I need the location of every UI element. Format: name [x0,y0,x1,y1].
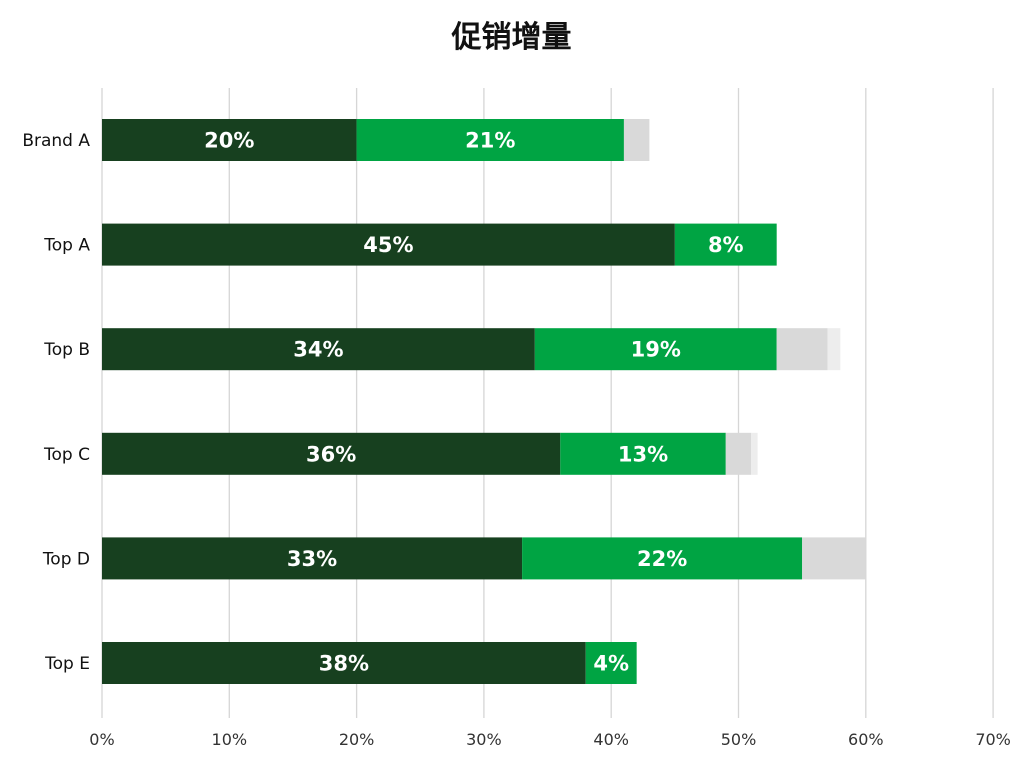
bar-segment [102,642,586,684]
bar-segment [674,223,777,266]
x-tick-label: 0% [89,730,114,749]
bar-segment [560,432,726,475]
data-label: 36% [306,442,356,466]
x-tick-label: 10% [212,730,248,749]
x-tick-label: 50% [721,730,757,749]
x-tick-label: 70% [975,730,1011,749]
data-label: 33% [287,547,337,571]
data-label: 4% [593,652,629,676]
data-label: 34% [293,338,343,362]
data-label: 8% [708,233,744,257]
chart-title: 促销增量 [451,20,572,55]
y-category-label: Top B [43,340,90,360]
data-label: 20% [204,129,254,153]
data-label: 21% [465,129,515,153]
bar-segment [356,119,624,161]
bar-segment [102,432,561,475]
data-label: 13% [618,442,668,466]
x-tick-label: 40% [593,730,629,749]
x-tick-label: 20% [339,730,375,749]
bar-segment [102,328,535,371]
y-category-label: Top E [44,654,90,674]
y-category-label: Top C [43,445,90,465]
bar-segment [585,642,637,684]
x-tick-label: 30% [466,730,502,749]
bar-segment [776,328,828,371]
data-label: 19% [631,338,681,362]
y-category-label: Top A [43,236,90,256]
bar-segment [522,537,803,580]
bar-segment [751,432,758,475]
bar-segment [102,537,523,580]
bar-segment [623,119,650,161]
data-label: 22% [637,547,687,571]
y-category-label: Brand A [22,131,90,151]
data-label: 38% [319,652,369,676]
bar-segment [827,328,841,371]
bar-segment [102,119,357,161]
bar-segment [802,537,866,580]
bar-segment [102,223,675,266]
bar-segment [534,328,777,371]
data-label: 45% [363,233,413,257]
x-tick-label: 60% [848,730,884,749]
bar-segment [725,432,752,475]
y-category-label: Top D [42,549,90,569]
